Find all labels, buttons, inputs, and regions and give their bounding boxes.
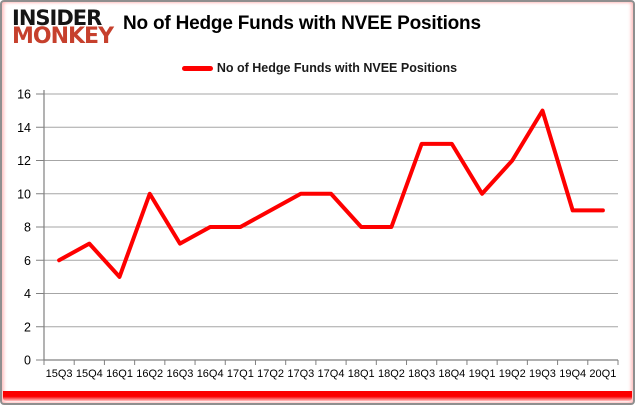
y-axis-label: 16: [17, 88, 31, 102]
y-axis-label: 0: [24, 354, 31, 368]
x-axis-label: 17Q3: [287, 368, 314, 380]
x-axis-label: 16Q1: [106, 368, 133, 380]
x-axis-label: 19Q1: [469, 368, 496, 380]
x-axis-label: 16Q4: [197, 368, 224, 380]
x-axis-label: 17Q1: [227, 368, 254, 380]
x-axis-label: 16Q2: [136, 368, 163, 380]
x-axis-label: 18Q1: [348, 368, 375, 380]
x-axis-label: 19Q4: [559, 368, 586, 380]
series-line: [57, 108, 605, 279]
y-axis-label: 10: [17, 187, 31, 201]
y-axis-label: 6: [24, 254, 31, 268]
bottom-accent-bar: [3, 391, 632, 401]
logo-line-insider: INSIDER: [12, 6, 102, 30]
x-axis-label: 17Q4: [318, 368, 345, 380]
x-axis-label: 17Q2: [257, 368, 284, 380]
y-axis-label: 14: [17, 121, 31, 135]
legend-line-swatch: [181, 65, 213, 71]
y-axis-label: 8: [24, 221, 31, 235]
x-axis-label: 19Q2: [499, 368, 526, 380]
x-axis-label: 20Q1: [589, 368, 616, 380]
y-axis-label: 2: [24, 320, 31, 334]
chart-title: No of Hedge Funds with NVEE Positions: [123, 13, 481, 34]
insider-monkey-logo: INSIDER MONKEY: [12, 6, 114, 49]
x-axis-label: 18Q2: [378, 368, 405, 380]
legend-label: No of Hedge Funds with NVEE Positions: [216, 61, 458, 75]
x-axis-label: 18Q3: [408, 368, 435, 380]
x-axis-label: 15Q4: [76, 368, 103, 380]
logo-line-monkey: MONKEY: [12, 23, 114, 49]
y-axis-label: 12: [17, 154, 31, 168]
x-axis-label: 16Q3: [166, 368, 193, 380]
x-axis-label: 18Q4: [438, 368, 465, 380]
chart-legend: No of Hedge Funds with NVEE Positions: [2, 61, 633, 75]
x-axis-label: 15Q3: [46, 368, 73, 380]
y-axis-label: 4: [24, 287, 31, 301]
x-axis-label: 19Q3: [529, 368, 556, 380]
